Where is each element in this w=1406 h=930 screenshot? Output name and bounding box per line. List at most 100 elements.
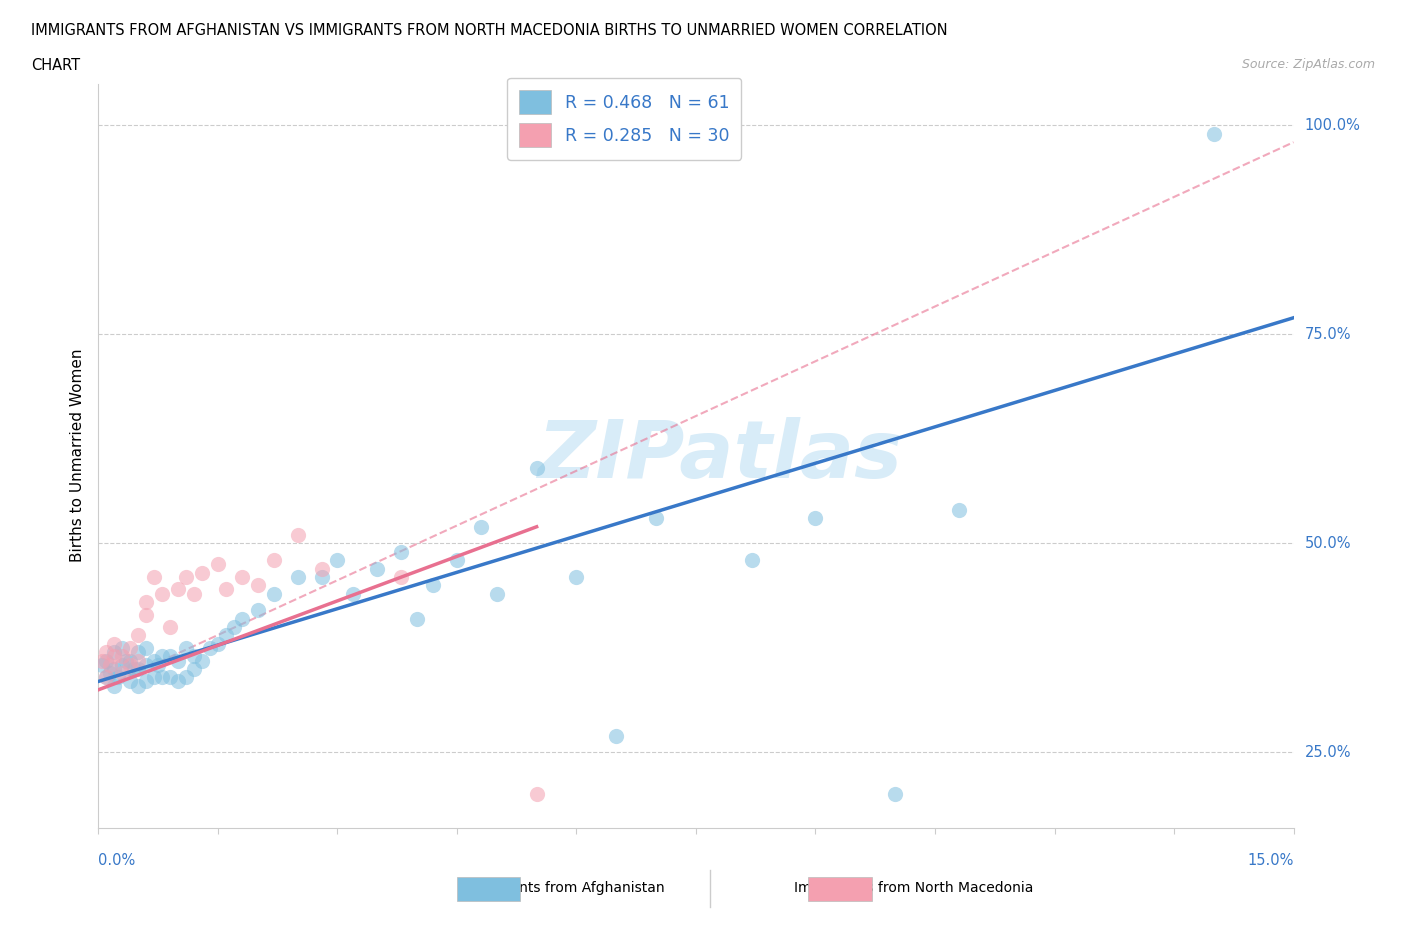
Point xyxy=(198,641,221,656)
Point xyxy=(127,644,149,659)
Point xyxy=(103,644,125,659)
Point xyxy=(167,674,190,689)
Point xyxy=(167,653,190,668)
Point xyxy=(174,641,197,656)
Text: Immigrants from Afghanistan: Immigrants from Afghanistan xyxy=(461,881,664,896)
Point xyxy=(741,552,763,567)
Point xyxy=(191,565,214,580)
Point xyxy=(207,557,229,572)
Point xyxy=(148,658,170,672)
Point xyxy=(183,661,205,676)
Point xyxy=(124,661,146,676)
Point xyxy=(127,653,149,668)
Point xyxy=(135,658,157,672)
Point xyxy=(150,586,173,601)
Text: ZIPatlas: ZIPatlas xyxy=(537,417,903,495)
Point xyxy=(884,787,907,802)
Point xyxy=(111,641,134,656)
Point xyxy=(120,658,142,672)
Point xyxy=(98,658,122,672)
Point xyxy=(526,460,548,475)
Point xyxy=(1202,126,1225,141)
Text: 25.0%: 25.0% xyxy=(1305,745,1351,760)
Point xyxy=(191,653,214,668)
Point xyxy=(120,674,142,689)
Point xyxy=(287,527,309,542)
Point xyxy=(111,658,134,672)
Point xyxy=(389,544,412,559)
Point xyxy=(231,569,253,584)
Legend: R = 0.468   N = 61, R = 0.285   N = 30: R = 0.468 N = 61, R = 0.285 N = 30 xyxy=(508,77,741,160)
Point xyxy=(135,594,157,609)
Point xyxy=(207,636,229,651)
Point xyxy=(96,644,118,659)
Point xyxy=(150,670,173,684)
Point xyxy=(96,653,118,668)
Point xyxy=(127,661,149,676)
Point xyxy=(96,670,118,684)
Point xyxy=(135,607,157,622)
Point xyxy=(470,519,492,534)
Point xyxy=(150,649,173,664)
Point xyxy=(565,569,588,584)
Point xyxy=(120,641,142,656)
Point xyxy=(159,649,181,664)
Point xyxy=(167,582,190,597)
Point xyxy=(485,586,508,601)
Point xyxy=(183,586,205,601)
Text: CHART: CHART xyxy=(31,58,80,73)
Point xyxy=(311,569,333,584)
Point xyxy=(231,611,253,626)
Point xyxy=(103,678,125,693)
Y-axis label: Births to Unmarried Women: Births to Unmarried Women xyxy=(70,349,86,563)
Point xyxy=(103,649,125,664)
Text: 0.0%: 0.0% xyxy=(98,853,135,868)
Point xyxy=(326,552,349,567)
Point xyxy=(406,611,429,626)
Point xyxy=(287,569,309,584)
Point xyxy=(174,670,197,684)
Text: Immigrants from North Macedonia: Immigrants from North Macedonia xyxy=(794,881,1033,896)
Point xyxy=(127,628,149,643)
Point xyxy=(96,670,118,684)
Point xyxy=(98,666,122,681)
Point xyxy=(263,552,285,567)
Point xyxy=(115,653,138,668)
Point xyxy=(222,619,245,634)
Point xyxy=(120,653,142,668)
Point xyxy=(111,649,134,664)
Text: 15.0%: 15.0% xyxy=(1247,853,1294,868)
Text: 100.0%: 100.0% xyxy=(1305,118,1361,133)
Point xyxy=(107,670,129,684)
Point xyxy=(446,552,468,567)
Point xyxy=(366,561,388,576)
Point xyxy=(645,511,668,525)
Point xyxy=(246,578,269,592)
Point xyxy=(159,619,181,634)
Point xyxy=(91,658,114,672)
Point xyxy=(526,787,548,802)
Point xyxy=(215,628,238,643)
Point xyxy=(263,586,285,601)
Point xyxy=(605,728,627,743)
Point xyxy=(174,569,197,584)
Point xyxy=(342,586,364,601)
Point xyxy=(103,661,125,676)
Point xyxy=(143,653,166,668)
Point xyxy=(135,641,157,656)
Text: 50.0%: 50.0% xyxy=(1305,536,1351,551)
Point xyxy=(246,603,269,618)
Text: Source: ZipAtlas.com: Source: ZipAtlas.com xyxy=(1241,58,1375,71)
Point xyxy=(183,649,205,664)
Point xyxy=(91,653,114,668)
Point xyxy=(804,511,827,525)
Point xyxy=(948,502,970,517)
Text: 75.0%: 75.0% xyxy=(1305,327,1351,342)
Point xyxy=(103,636,125,651)
Point xyxy=(389,569,412,584)
Point xyxy=(111,666,134,681)
Point xyxy=(143,569,166,584)
Point xyxy=(143,670,166,684)
Point xyxy=(135,674,157,689)
Point xyxy=(311,561,333,576)
